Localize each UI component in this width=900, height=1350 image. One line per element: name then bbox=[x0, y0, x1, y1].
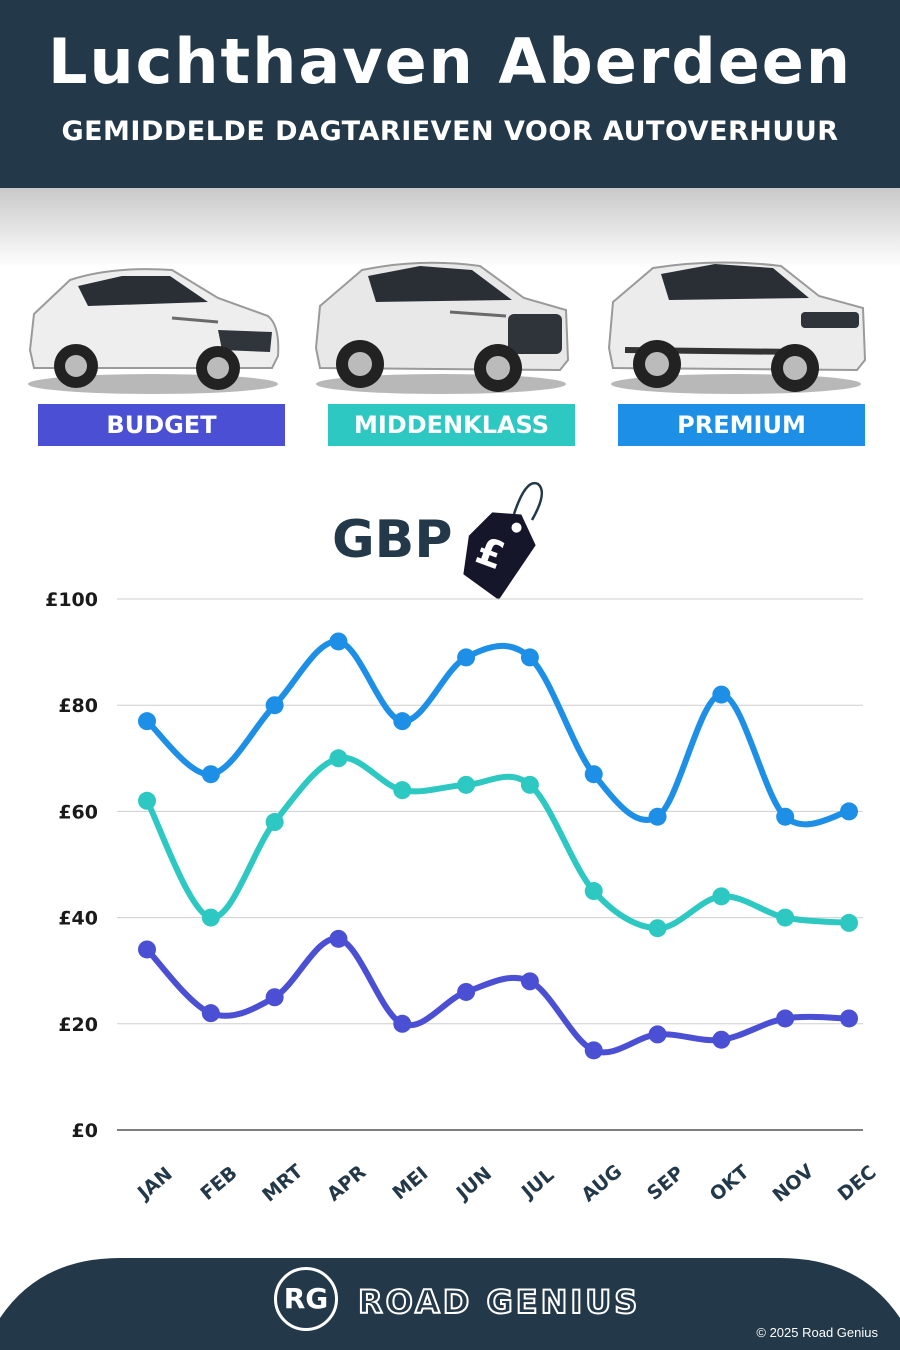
x-tick-label: JUN bbox=[451, 1163, 496, 1206]
data-point bbox=[776, 807, 795, 826]
copyright-text: © 2025 Road Genius bbox=[756, 1325, 878, 1340]
shadow-band bbox=[0, 188, 900, 268]
x-tick-label: MRT bbox=[258, 1160, 307, 1206]
x-tick-label: JUL bbox=[516, 1164, 558, 1204]
y-tick-label: £20 bbox=[58, 1014, 98, 1036]
data-point bbox=[776, 1009, 795, 1028]
series-line-middenklass bbox=[144, 754, 852, 932]
x-tick-label: DEC bbox=[834, 1161, 881, 1205]
data-point bbox=[712, 887, 731, 906]
middenklass-car-image bbox=[314, 261, 570, 394]
y-tick-label: £80 bbox=[58, 695, 98, 717]
x-tick-label: JAN bbox=[132, 1163, 177, 1205]
brand-name: ROAD GENIUS bbox=[357, 1282, 641, 1322]
data-point bbox=[520, 648, 539, 667]
data-point bbox=[648, 807, 667, 826]
page-subtitle: GEMIDDELDE DAGTARIEVEN VOOR AUTOVERHUUR bbox=[61, 116, 839, 147]
series-line-premium bbox=[144, 638, 852, 828]
data-point bbox=[457, 648, 476, 667]
header-banner bbox=[0, 0, 900, 188]
data-point bbox=[138, 791, 156, 810]
x-tick-label: OKT bbox=[706, 1161, 754, 1206]
data-point bbox=[457, 982, 476, 1001]
data-point bbox=[584, 1041, 603, 1060]
data-point bbox=[265, 988, 284, 1007]
x-tick-label: APR bbox=[323, 1161, 371, 1206]
price-tag-icon: £ bbox=[463, 481, 544, 600]
chart-grid bbox=[117, 598, 863, 1131]
page-title: Luchthaven Aberdeen bbox=[48, 25, 852, 98]
data-point bbox=[520, 972, 539, 991]
data-point bbox=[201, 908, 220, 927]
data-point bbox=[138, 712, 156, 731]
data-point bbox=[329, 929, 348, 948]
x-tick-label: NOV bbox=[769, 1160, 819, 1207]
category-badge-middenklass: MIDDENKLASS bbox=[328, 404, 575, 446]
data-point bbox=[393, 1014, 412, 1033]
data-point bbox=[584, 765, 603, 784]
data-point bbox=[329, 632, 348, 651]
y-axis-ticks: £0 £20 £40 £60 £80 £100 bbox=[45, 589, 98, 1142]
data-point bbox=[712, 685, 731, 704]
category-badge-budget: BUDGET bbox=[38, 404, 285, 446]
data-point bbox=[648, 1025, 667, 1044]
data-point bbox=[201, 1004, 220, 1023]
y-tick-label: £0 bbox=[72, 1120, 98, 1142]
x-tick-label: FEB bbox=[196, 1162, 241, 1205]
data-point bbox=[776, 908, 795, 927]
data-point bbox=[584, 882, 603, 901]
data-point bbox=[138, 940, 156, 959]
budget-car-image bbox=[28, 268, 280, 394]
chart-series bbox=[138, 632, 858, 1060]
y-tick-label: £100 bbox=[45, 589, 98, 611]
premium-car-image bbox=[607, 261, 867, 394]
currency-label: GBP bbox=[332, 510, 453, 570]
x-axis-ticks: JAN FEB MRT APR MEI JUN JUL AUG SEP OKT NOV DEC bbox=[132, 1160, 880, 1207]
data-point bbox=[265, 696, 284, 715]
x-tick-label: SEP bbox=[643, 1162, 688, 1205]
data-point bbox=[393, 781, 412, 800]
data-point bbox=[520, 775, 539, 794]
category-badge-premium: PREMIUM bbox=[618, 404, 865, 446]
data-point bbox=[648, 919, 667, 938]
data-point bbox=[840, 1009, 858, 1028]
data-point bbox=[329, 749, 348, 768]
road-genius-logo-icon: RG bbox=[274, 1267, 338, 1331]
footer-bar bbox=[0, 1258, 900, 1350]
y-tick-label: £40 bbox=[58, 908, 98, 930]
line-chart: £0 £20 £40 £60 £80 £100 JAN FEB MRT APR MEI JUN JUL… bbox=[45, 589, 880, 1207]
series-line-budget bbox=[144, 935, 852, 1056]
data-point bbox=[201, 765, 220, 784]
data-point bbox=[712, 1030, 731, 1049]
data-point bbox=[393, 712, 412, 731]
y-tick-label: £60 bbox=[58, 801, 98, 823]
data-point bbox=[840, 913, 858, 932]
x-tick-label: MEI bbox=[388, 1162, 432, 1204]
data-point bbox=[265, 813, 284, 832]
x-tick-label: AUG bbox=[578, 1160, 627, 1206]
data-point bbox=[840, 802, 858, 821]
data-point bbox=[457, 775, 476, 794]
